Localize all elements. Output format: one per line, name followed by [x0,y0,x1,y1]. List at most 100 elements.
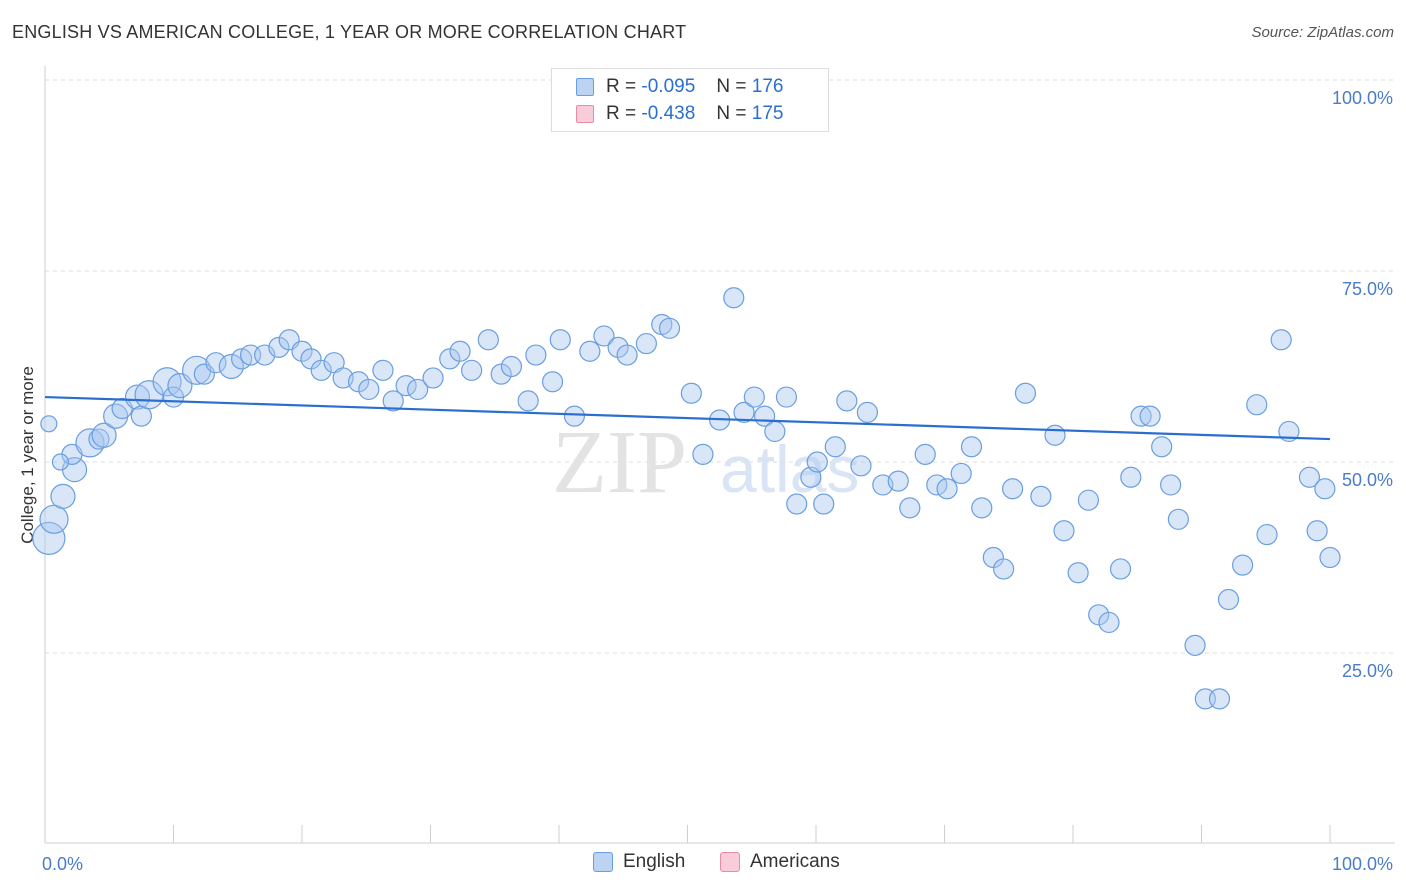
english-point [372,359,394,381]
english-point [1098,611,1120,634]
english-swatch [576,78,594,96]
series-legend: English Americans [0,851,1406,877]
english-point [1151,436,1173,458]
tick-labels: 100.0% 75.0% 50.0% 25.0% 0.0% 100.0% [42,88,1393,874]
english-point [850,455,872,477]
english-n-value: 176 [751,76,784,97]
english-point [461,359,483,381]
english-point [813,493,835,515]
english-point [193,363,215,385]
english-point [733,401,755,423]
english-point [1278,420,1300,443]
english-point [1030,485,1052,507]
english-r-value: -0.095 [641,76,696,97]
english-point [723,287,745,309]
legend-item-english[interactable]: English [593,851,685,873]
y-tick-label: 50.0% [1342,470,1393,490]
english-point [971,497,993,519]
english-point [291,340,313,362]
americans-n-label: N = [716,103,747,124]
english-trend-line [44,395,1331,441]
english-point [836,390,858,412]
english-point [899,497,921,519]
english-point [1256,523,1278,546]
americans-n-value: 175 [751,103,784,124]
english-point [1167,508,1189,530]
english-point [1002,478,1024,500]
english-point [525,344,547,366]
english-point [1139,405,1161,427]
correlation-legend: R = -0.095 N = 176 R = -0.438 N = 175 [551,68,829,132]
english-point [449,340,471,362]
x-tick-label: 100.0% [1332,854,1393,874]
y-tick-label: 100.0% [1332,88,1393,108]
watermark-atlas: atlas [720,432,859,506]
english-point [658,317,681,339]
english-point [1232,554,1254,576]
english-point [563,405,586,427]
english-point [936,478,958,500]
legend-row-americans: R = -0.438 N = 175 [576,102,783,126]
trend-lines [44,395,1331,441]
english-point [422,367,444,389]
americans-r-value: -0.438 [641,103,696,124]
english-point [1130,405,1152,427]
english-point [824,436,846,458]
english-point [1319,546,1341,569]
english-point [1109,558,1132,580]
english-point [218,353,244,380]
english-point [549,329,571,351]
english-point [950,462,972,485]
english-point [692,443,714,465]
english-point [1160,474,1182,496]
americans-r-label: R = [606,103,637,124]
english-point [635,332,657,355]
source-label: Source: ZipAtlas.com [1251,24,1394,41]
legend-row-english: R = -0.095 N = 176 [576,75,783,99]
watermark-zip: ZIP [552,413,687,512]
english-point [887,470,909,492]
english-point [1053,520,1075,542]
english-point [607,336,629,358]
english-point [1246,394,1268,416]
english-point [960,436,983,458]
english-point [1067,562,1089,584]
english-points [32,287,1341,710]
english-point [32,521,66,556]
americans-legend-label: Americans [750,851,840,872]
english-point [806,451,828,473]
english-point [680,382,702,404]
english-point [1184,634,1206,656]
english-point [50,483,76,509]
english-point [91,422,117,448]
watermark: ZIP atlas [552,413,859,512]
english-point [1014,382,1037,404]
english-point [856,401,879,423]
english-point [205,352,227,374]
english-point [88,428,110,450]
legend-item-americans[interactable]: Americans [720,851,840,873]
english-point [1298,466,1321,488]
english-point [182,355,212,385]
english-point [1306,520,1328,542]
english-n-label: N = [716,76,747,97]
english-point [786,493,808,515]
english-point [407,378,429,401]
x-tick-label: 0.0% [42,854,83,874]
english-point [40,415,58,433]
english-point [517,390,539,412]
americans-legend-swatch [720,852,740,872]
english-point [541,371,564,393]
english-point [477,329,499,351]
english-point [124,384,151,410]
y-tick-label: 75.0% [1342,279,1393,299]
axes [44,66,1395,844]
english-point [1217,588,1240,611]
english-point [593,325,615,347]
y-tick-label: 25.0% [1342,661,1393,681]
english-legend-label: English [623,851,686,872]
english-point [914,443,936,465]
chart-title: ENGLISH VS AMERICAN COLLEGE, 1 YEAR OR M… [12,22,687,42]
english-point [358,378,380,401]
